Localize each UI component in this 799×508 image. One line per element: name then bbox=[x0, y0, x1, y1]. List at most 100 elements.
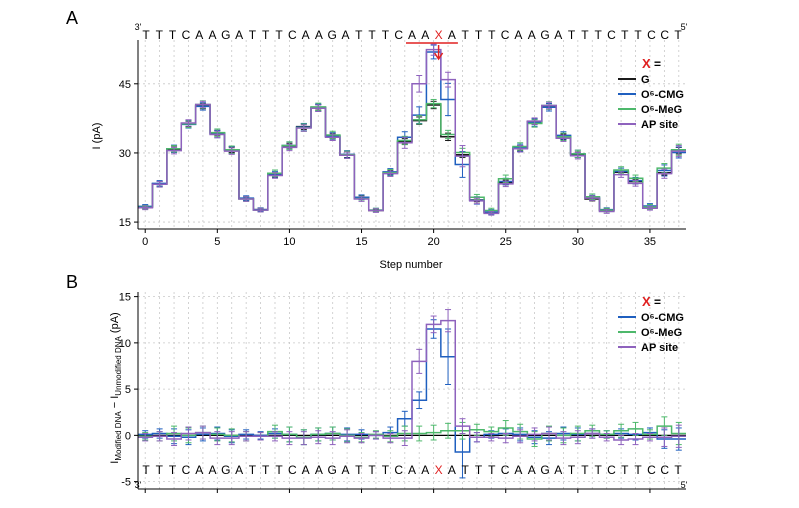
sequence-base: G bbox=[221, 28, 230, 42]
sequence-base: T bbox=[475, 463, 483, 477]
sequence-base: T bbox=[634, 463, 642, 477]
sequence-base: A bbox=[208, 463, 216, 477]
series-line-ap-site bbox=[138, 319, 686, 441]
sequence-prime-right: 5' bbox=[681, 480, 688, 490]
sequence-base: T bbox=[475, 28, 483, 42]
sequence-base: T bbox=[142, 28, 150, 42]
legend-entry-label: O⁶-MeG bbox=[641, 327, 682, 339]
sequence-mark-x: X bbox=[435, 463, 443, 477]
sequence-base: C bbox=[660, 28, 669, 42]
sequence-base: A bbox=[195, 28, 203, 42]
panel-a-series bbox=[138, 43, 686, 216]
sequence-base: T bbox=[368, 463, 376, 477]
sequence-base: C bbox=[288, 28, 297, 42]
panel-b-legend: X = O⁶-CMG O⁶-MeG AP site bbox=[618, 294, 684, 354]
sequence-base: C bbox=[607, 463, 616, 477]
sequence-base: A bbox=[554, 463, 562, 477]
panel-b-axes bbox=[137, 292, 686, 490]
sequence-base: T bbox=[595, 463, 603, 477]
panel-b-label: B bbox=[66, 272, 78, 292]
sequence-base: A bbox=[315, 463, 323, 477]
sequence-base: C bbox=[394, 463, 403, 477]
legend-title-suffix: = bbox=[651, 295, 661, 309]
sequence-base: C bbox=[647, 28, 656, 42]
sequence-base: T bbox=[169, 28, 177, 42]
x-tick-label: 20 bbox=[428, 236, 440, 248]
sequence-base: T bbox=[169, 463, 177, 477]
sequence-base: T bbox=[262, 463, 270, 477]
sequence-base: T bbox=[355, 28, 363, 42]
sequence-base: A bbox=[208, 28, 216, 42]
legend-entry-label: O⁶-CMG bbox=[641, 312, 684, 324]
sequence-base: C bbox=[607, 28, 616, 42]
x-tick-label: 0 bbox=[142, 236, 148, 248]
sequence-base: T bbox=[595, 28, 603, 42]
sequence-base: T bbox=[488, 463, 496, 477]
panel-b-ticks: -5 0 5 10 15 bbox=[119, 292, 651, 493]
sequence-prime-left: 3' bbox=[135, 22, 142, 32]
y-tick-label: 10 bbox=[119, 338, 131, 350]
x-tick-label: 30 bbox=[572, 236, 584, 248]
sequence-base: T bbox=[275, 463, 283, 477]
sequence-base: A bbox=[554, 28, 562, 42]
sequence-base: A bbox=[408, 28, 416, 42]
sequence-base: A bbox=[315, 28, 323, 42]
sequence-base: C bbox=[182, 28, 191, 42]
sequence-base: C bbox=[288, 463, 297, 477]
sequence-base: G bbox=[540, 463, 549, 477]
panel-a-label: A bbox=[66, 8, 78, 28]
sequence-base: T bbox=[488, 28, 496, 42]
arrow-head-icon bbox=[433, 52, 444, 61]
y-tick-label: -5 bbox=[121, 477, 131, 489]
y-tick-label: 45 bbox=[119, 79, 131, 91]
sequence-base: T bbox=[382, 463, 390, 477]
ylabel-minus-i: − I bbox=[109, 396, 121, 412]
sequence-base: G bbox=[221, 463, 230, 477]
sequence-base: A bbox=[341, 463, 349, 477]
sequence-base: A bbox=[195, 463, 203, 477]
y-tick-label: 30 bbox=[119, 148, 131, 160]
sequence-base: C bbox=[182, 463, 191, 477]
x-tick-label: 15 bbox=[355, 236, 367, 248]
ylabel-i1: I bbox=[109, 461, 121, 464]
x-tick-label: 10 bbox=[283, 236, 295, 248]
sequence-base: T bbox=[674, 463, 682, 477]
legend-entry-label: AP site bbox=[641, 342, 678, 354]
sequence-base: T bbox=[462, 463, 470, 477]
sequence-base: A bbox=[514, 463, 522, 477]
legend-title-suffix: = bbox=[651, 57, 661, 71]
sequence-base: A bbox=[235, 463, 243, 477]
sequence-base: T bbox=[262, 28, 270, 42]
panel-a-x-axis-label: Step number bbox=[380, 259, 443, 271]
y-tick-label: 5 bbox=[125, 384, 131, 396]
sequence-base: A bbox=[448, 28, 456, 42]
sequence-base: T bbox=[568, 28, 576, 42]
y-tick-label: 15 bbox=[119, 217, 131, 229]
sequence-base: A bbox=[235, 28, 243, 42]
sequence-base: G bbox=[328, 28, 337, 42]
sequence-base: C bbox=[501, 463, 510, 477]
sequence-base: A bbox=[421, 28, 429, 42]
ylabel-unit: (pA) bbox=[109, 312, 121, 336]
sequence-base: C bbox=[501, 28, 510, 42]
sequence-base: T bbox=[621, 463, 629, 477]
sequence-base: A bbox=[302, 463, 310, 477]
panel-b-y-axis-label: IModified DNA − IUnmodified DNA (pA) bbox=[109, 312, 123, 463]
sequence-base: C bbox=[647, 463, 656, 477]
legend-title-symbol: X bbox=[642, 294, 651, 309]
sequence-mark-x: X bbox=[435, 28, 443, 42]
sequence-base: T bbox=[249, 28, 257, 42]
legend-entry-label: O⁶-MeG bbox=[641, 104, 682, 116]
sequence-base: G bbox=[540, 28, 549, 42]
panel-a-ticks: 0 5 10 15 20 25 30 35 15 30 45 bbox=[119, 79, 656, 248]
panel-a-y-axis-label: I (pA) bbox=[91, 123, 103, 150]
x-tick-label: 5 bbox=[214, 236, 220, 248]
sequence-prime-right: 5' bbox=[681, 22, 688, 32]
sequence-base: A bbox=[528, 463, 536, 477]
sequence-base: A bbox=[341, 28, 349, 42]
